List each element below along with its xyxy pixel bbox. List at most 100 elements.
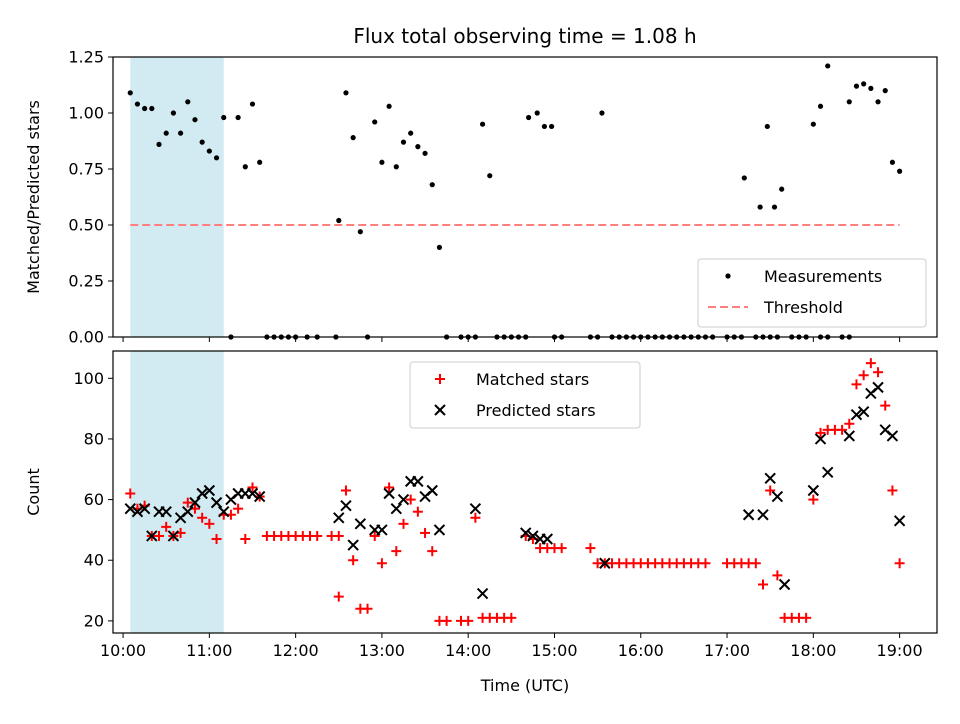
data-point: [376, 558, 387, 569]
legend-box: [409, 361, 641, 429]
data-point: [875, 99, 881, 105]
legend-swatch: [725, 273, 731, 279]
data-point: [420, 527, 431, 538]
data-point: [858, 370, 869, 381]
data-point: [362, 603, 373, 614]
data-point: [810, 121, 816, 127]
data-point: [127, 90, 133, 96]
data-point: [154, 530, 165, 541]
data-point: [350, 135, 356, 141]
data-point: [887, 485, 898, 496]
data-point: [889, 159, 896, 165]
data-point: [470, 512, 481, 523]
data-point: [851, 379, 862, 390]
data-point: [340, 499, 352, 512]
x-tick-label: 11:00: [186, 641, 232, 660]
data-point: [199, 139, 205, 145]
data-point: [247, 482, 258, 493]
data-point: [772, 570, 783, 581]
data-point: [700, 558, 711, 569]
data-point: [218, 506, 230, 518]
data-point: [134, 101, 141, 107]
data-point: [242, 164, 248, 170]
data-point: [257, 159, 263, 165]
data-point: [476, 587, 489, 600]
y-tick-label: 40: [84, 551, 104, 570]
data-point: [138, 502, 151, 515]
x-tick-label: 16:00: [618, 641, 664, 660]
data-point: [765, 485, 776, 496]
shaded-span: [130, 57, 224, 337]
y-tick-label: 20: [84, 611, 104, 630]
data-point: [534, 110, 540, 116]
data-point: [843, 430, 855, 442]
top-panel: 0.00 0.25 0.50 0.75 1.00 1.25 Flux total obser…: [24, 24, 938, 347]
data-point: [757, 509, 769, 521]
data-point: [779, 186, 785, 192]
data-point: [599, 110, 605, 116]
data-point: [347, 539, 359, 551]
data-point: [750, 558, 761, 569]
x-tick-label: 18:00: [790, 641, 836, 660]
data-point: [246, 487, 259, 500]
data-point: [757, 204, 763, 210]
data-point: [149, 105, 155, 112]
data-point: [868, 85, 874, 91]
data-point: [390, 502, 403, 515]
legend-swatch: [435, 374, 445, 384]
series-matched-stars: [125, 358, 905, 626]
data-point: [599, 557, 611, 569]
data-point: [160, 506, 172, 518]
data-point: [527, 530, 539, 542]
data-point: [893, 515, 906, 527]
data-point: [397, 493, 410, 506]
x-tick-label: 13:00: [359, 641, 405, 660]
y-tick-label: 0.25: [68, 272, 104, 291]
data-point: [853, 83, 860, 89]
data-point: [412, 475, 424, 488]
data-point: [771, 204, 778, 210]
legend-box: [697, 258, 927, 328]
data-point: [880, 400, 891, 411]
data-point: [204, 518, 215, 529]
y-tick-label: 1.00: [68, 104, 104, 123]
legend: Measurements Threshold: [697, 258, 927, 328]
data-point: [340, 485, 351, 496]
data-point: [333, 530, 344, 541]
data-point: [808, 494, 819, 505]
data-point: [376, 524, 388, 536]
data-point: [177, 130, 184, 136]
data-point: [182, 497, 193, 508]
data-point: [807, 484, 820, 497]
data-point: [541, 533, 553, 545]
data-point: [764, 472, 776, 485]
data-point: [741, 175, 747, 181]
data-point: [131, 506, 144, 518]
data-point: [815, 427, 826, 438]
data-point: [757, 579, 768, 590]
x-tick-label: 15:00: [531, 641, 577, 660]
data-point: [894, 558, 905, 569]
data-point: [525, 114, 532, 121]
data-point: [433, 524, 446, 536]
data-point: [369, 530, 380, 541]
data-point: [886, 430, 899, 442]
data-point: [817, 103, 824, 109]
data-point: [487, 173, 493, 179]
data-point: [405, 494, 416, 505]
data-point: [379, 159, 385, 165]
data-point: [463, 615, 474, 626]
x-tick-label: 17:00: [704, 641, 750, 660]
data-point: [161, 521, 172, 532]
data-point: [142, 105, 148, 112]
data-point: [393, 164, 399, 170]
legend-entry: Matched stars: [476, 370, 589, 389]
y-axis-label: Matched/Predicted stars: [24, 100, 43, 294]
chart-title: Flux total observing time = 1.08 h: [353, 24, 696, 48]
x-tick-label: 14:00: [445, 641, 491, 660]
data-point: [384, 482, 395, 493]
data-point: [801, 612, 812, 623]
data-point: [822, 466, 834, 478]
legend-entry: Threshold: [763, 298, 843, 317]
